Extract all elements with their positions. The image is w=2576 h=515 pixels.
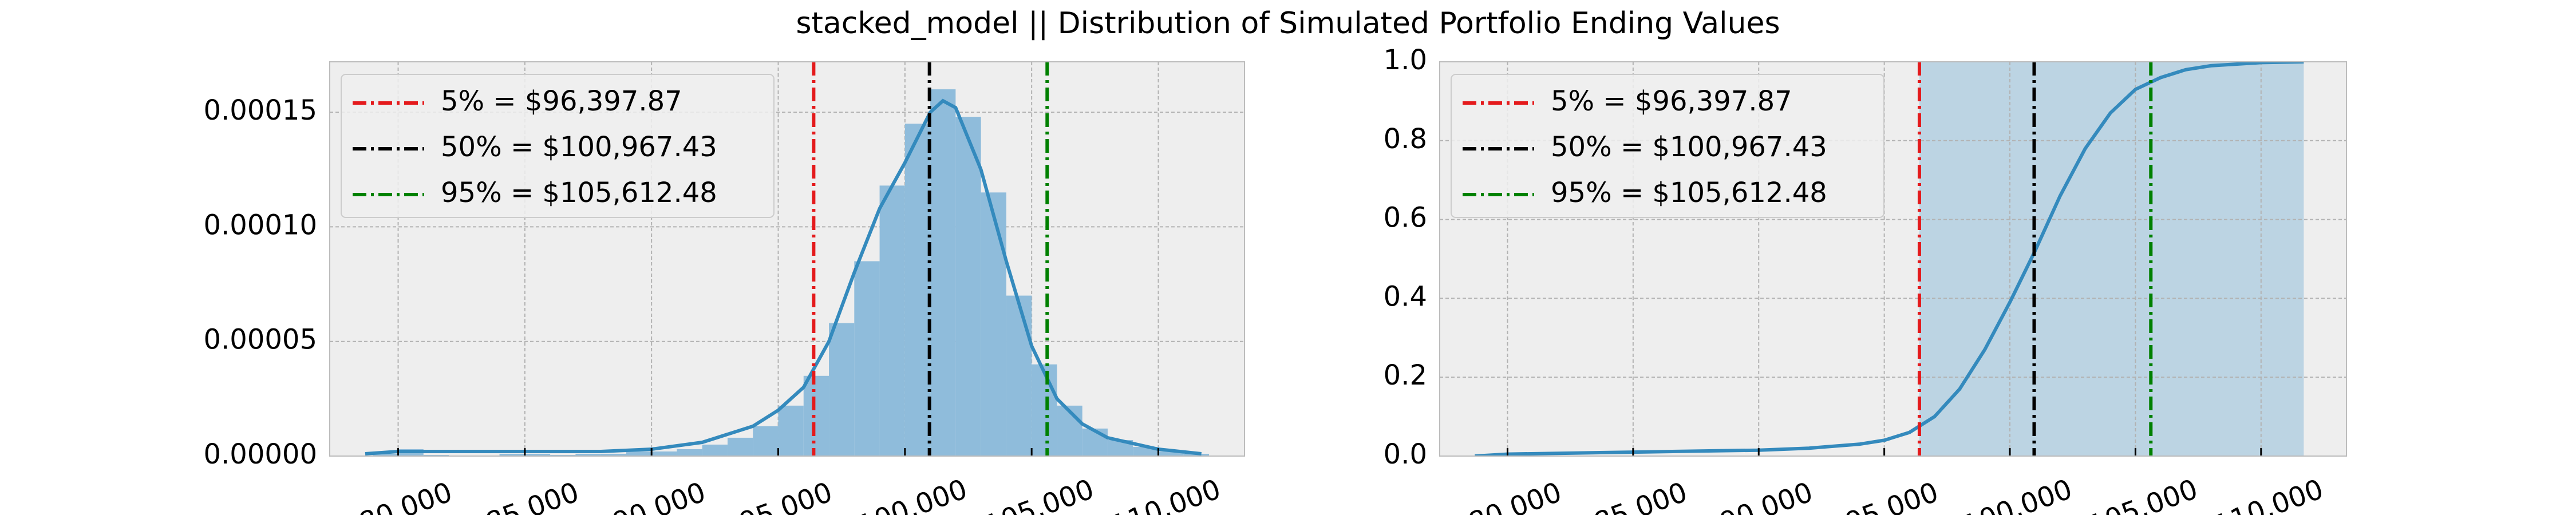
legend-label: 95% = $105,612.48: [441, 177, 717, 209]
histogram-bar: [955, 117, 981, 456]
plot-area: [330, 62, 1244, 456]
legend-box: [1451, 74, 1884, 218]
histogram-bar: [778, 405, 804, 456]
x-tick-label: $85,000: [465, 476, 583, 515]
histogram-bar: [626, 451, 652, 456]
y-tick-label: 0.6: [1384, 202, 1427, 234]
cdf-line: [1475, 62, 2304, 456]
plot-area: [1440, 62, 2346, 456]
histogram-bar: [550, 454, 576, 456]
histogram-bar: [1082, 428, 1108, 456]
histogram-bar: [753, 426, 779, 456]
x-tick-label: $95,000: [719, 476, 837, 515]
histogram-bar: [879, 185, 905, 456]
legend-label: 95% = $105,612.48: [1551, 177, 1827, 209]
x-tick-label: $90,000: [592, 476, 710, 515]
legend-label: 5% = $96,397.87: [1551, 85, 1792, 117]
histogram-bar: [524, 453, 551, 456]
y-tick-label: 0.00005: [204, 324, 318, 356]
x-tick-label: $110,000: [2194, 473, 2328, 515]
legend-label: 50% = $100,967.43: [441, 131, 717, 163]
axes-frame: [1439, 61, 2347, 457]
histogram-bar: [727, 437, 753, 456]
histogram-bar: [829, 323, 855, 456]
x-tick-label: $80,000: [339, 476, 457, 515]
y-tick-label: 1.0: [1384, 44, 1427, 76]
axes-frame: [329, 61, 1245, 457]
histogram-bar: [575, 453, 601, 456]
histogram-bar: [677, 449, 702, 456]
y-tick-label: 0.4: [1384, 280, 1427, 312]
histogram-bar: [702, 444, 728, 456]
x-tick-label: $90,000: [1699, 476, 1817, 515]
histogram-bar: [803, 375, 829, 456]
histogram-bar: [600, 453, 626, 456]
x-tick-label: $95,000: [1825, 476, 1943, 515]
kde-line: [365, 98, 1202, 455]
x-tick-label: $100,000: [1942, 473, 2076, 515]
histogram-bar: [981, 192, 1006, 456]
histogram-bar: [1032, 364, 1057, 456]
y-tick-label: 0.00010: [204, 209, 318, 241]
histogram-bar: [1057, 405, 1082, 456]
y-tick-label: 0.00000: [204, 438, 318, 470]
histogram-bar: [373, 453, 398, 456]
x-tick-label: $110,000: [1091, 473, 1224, 515]
x-tick-label: $105,000: [964, 473, 1098, 515]
legend-label: 50% = $100,967.43: [1551, 131, 1827, 163]
y-tick-label: 0.0: [1384, 438, 1427, 470]
histogram-bar: [904, 124, 931, 456]
histogram-bar: [499, 453, 525, 456]
histogram-bar: [651, 451, 677, 456]
y-tick-label: 0.8: [1384, 123, 1427, 155]
y-tick-label: 0.00015: [204, 94, 318, 126]
legend-label: 5% = $96,397.87: [441, 85, 682, 117]
histogram-bar: [1006, 295, 1032, 456]
shaded-span: [1919, 62, 2304, 456]
figure-title: stacked_model || Distribution of Simulat…: [796, 6, 1780, 41]
histogram-bar: [930, 89, 956, 456]
x-tick-label: $105,000: [2068, 473, 2202, 515]
histogram-bar: [423, 454, 449, 456]
y-tick-label: 0.2: [1384, 359, 1427, 391]
x-tick-label: $100,000: [837, 473, 971, 515]
x-tick-label: $85,000: [1574, 476, 1692, 515]
legend-box: [341, 74, 775, 218]
histogram-bar: [1158, 451, 1184, 456]
histogram-bar: [854, 261, 880, 456]
x-tick-label: $80,000: [1448, 476, 1566, 515]
